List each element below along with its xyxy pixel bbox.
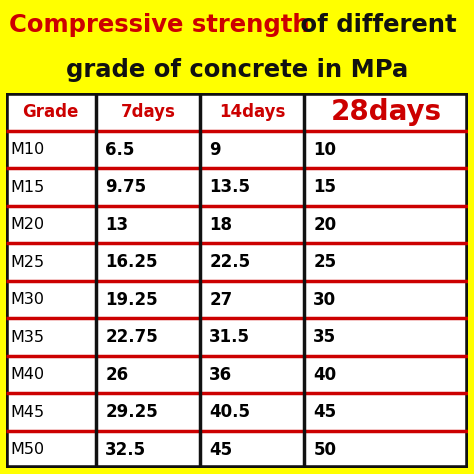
- Text: 9: 9: [209, 141, 221, 159]
- Text: M20: M20: [10, 217, 45, 232]
- Text: 13.5: 13.5: [209, 178, 250, 196]
- Text: M25: M25: [10, 255, 45, 270]
- Text: 22.5: 22.5: [209, 253, 250, 271]
- Text: 7days: 7days: [120, 103, 175, 121]
- Text: 32.5: 32.5: [105, 440, 146, 458]
- Text: grade of concrete in MPa: grade of concrete in MPa: [66, 58, 408, 82]
- Text: 25: 25: [313, 253, 337, 271]
- Text: 35: 35: [313, 328, 337, 346]
- Text: 20: 20: [313, 216, 337, 234]
- Text: M35: M35: [10, 329, 44, 345]
- Text: 6.5: 6.5: [105, 141, 135, 159]
- Text: 16.25: 16.25: [105, 253, 158, 271]
- Text: 31.5: 31.5: [209, 328, 250, 346]
- Text: 26: 26: [105, 365, 128, 383]
- Text: 13: 13: [105, 216, 128, 234]
- Text: Compressive strength: Compressive strength: [9, 12, 310, 36]
- Text: 15: 15: [313, 178, 337, 196]
- Text: 18: 18: [209, 216, 232, 234]
- Text: M15: M15: [10, 180, 45, 195]
- Text: 45: 45: [209, 440, 232, 458]
- Text: 10: 10: [313, 141, 337, 159]
- Text: 50: 50: [313, 440, 337, 458]
- Text: 28days: 28days: [331, 98, 442, 126]
- Text: 14days: 14days: [219, 103, 285, 121]
- Text: 27: 27: [209, 291, 232, 309]
- Text: Grade: Grade: [23, 103, 79, 121]
- Text: M40: M40: [10, 367, 45, 382]
- Text: 40.5: 40.5: [209, 403, 250, 421]
- Text: M50: M50: [10, 442, 45, 457]
- Text: 45: 45: [313, 403, 337, 421]
- Text: 40: 40: [313, 365, 337, 383]
- Text: 9.75: 9.75: [105, 178, 146, 196]
- Text: 19.25: 19.25: [105, 291, 158, 309]
- Text: 29.25: 29.25: [105, 403, 158, 421]
- Text: 30: 30: [313, 291, 337, 309]
- Text: of different: of different: [292, 12, 456, 36]
- Text: 22.75: 22.75: [105, 328, 158, 346]
- Text: M30: M30: [10, 292, 44, 307]
- Text: 36: 36: [209, 365, 232, 383]
- Text: M45: M45: [10, 405, 45, 419]
- Text: M10: M10: [10, 142, 45, 157]
